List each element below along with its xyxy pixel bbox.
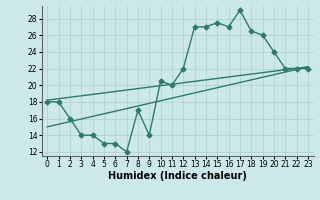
X-axis label: Humidex (Indice chaleur): Humidex (Indice chaleur) [108, 171, 247, 181]
